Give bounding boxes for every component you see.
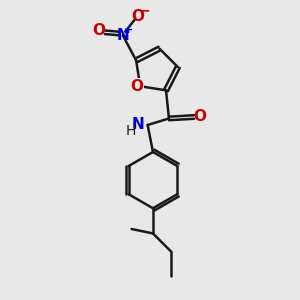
Text: N: N — [132, 118, 145, 133]
Text: O: O — [193, 110, 206, 124]
Text: H: H — [126, 124, 136, 139]
Text: +: + — [124, 25, 133, 35]
Text: O: O — [130, 79, 143, 94]
Text: O: O — [131, 8, 144, 23]
Text: O: O — [93, 23, 106, 38]
Text: −: − — [138, 3, 150, 17]
Text: N: N — [116, 28, 129, 43]
